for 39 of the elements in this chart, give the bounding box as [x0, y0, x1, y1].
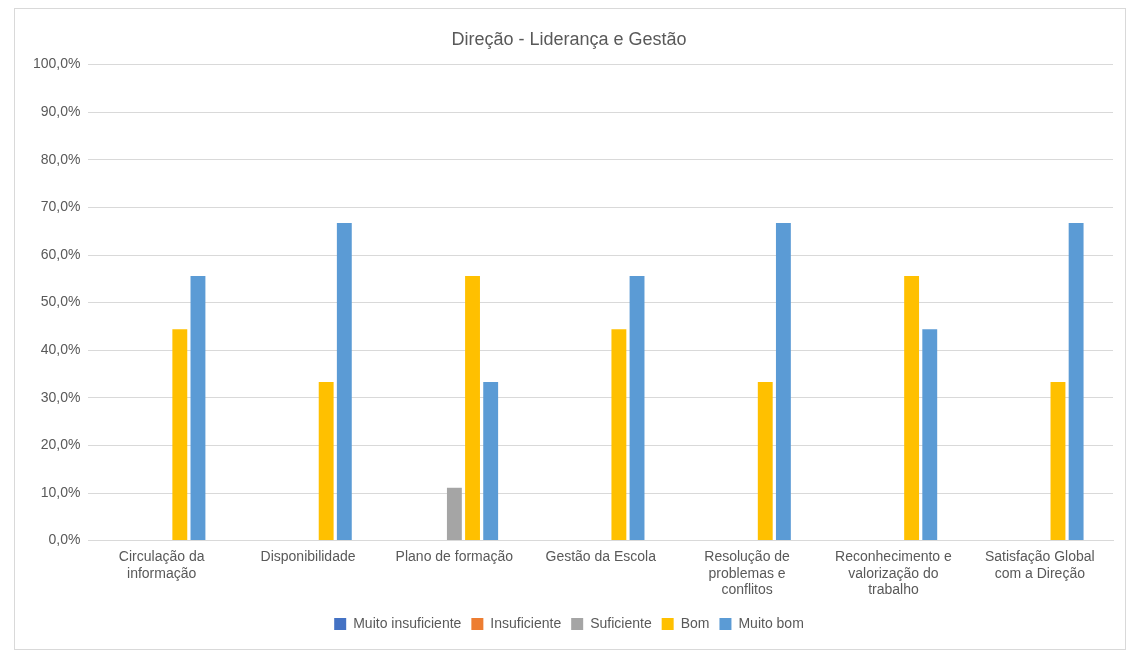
y-tick-label: 90,0%: [40, 103, 81, 120]
y-tick-label: 60,0%: [40, 245, 81, 262]
bar: [629, 275, 645, 541]
bar: [757, 382, 773, 541]
bar: [446, 487, 462, 541]
bar: [922, 329, 938, 541]
legend-label: Muito insuficiente: [353, 614, 462, 631]
legend-label: Insuficiente: [490, 614, 562, 631]
legend-label: Bom: [680, 614, 710, 631]
bar: [1050, 382, 1066, 541]
y-tick-label: 50,0%: [40, 293, 81, 310]
x-tick-label: Circulação da informação: [118, 547, 205, 581]
x-tick-label: Resolução de problemas e conflitos: [704, 547, 791, 598]
y-tick-label: 20,0%: [40, 436, 81, 453]
bar: [172, 329, 188, 541]
legend-label: Muito bom: [738, 614, 804, 631]
y-tick-label: 70,0%: [40, 198, 81, 215]
y-tick-label: 30,0%: [40, 388, 81, 405]
bar: [318, 382, 334, 541]
bar: [904, 275, 920, 541]
legend-label: Suficiente: [590, 614, 652, 631]
y-tick-label: 0,0%: [48, 531, 81, 548]
x-tick-label: Satisfação Global com a Direção: [984, 547, 1095, 581]
x-tick-label: Plano de formação: [395, 547, 514, 564]
y-tick-label: 80,0%: [40, 150, 81, 167]
bar: [465, 275, 480, 541]
bar: [336, 223, 352, 541]
y-tick-label: 10,0%: [40, 483, 81, 500]
chart-title: Direção - Liderança e Gestão: [451, 28, 687, 49]
y-tick-label: 100,0%: [33, 55, 81, 72]
x-tick-label: Disponibilidade: [260, 547, 356, 564]
bar: [190, 275, 206, 541]
x-tick-label: Gestão da Escola: [545, 547, 657, 564]
y-tick-label: 40,0%: [40, 341, 81, 358]
bar: [1068, 223, 1084, 541]
bar: [611, 329, 627, 541]
bar: [483, 382, 499, 541]
x-tick-label: Reconhecimento e valorização do trabalho: [835, 547, 953, 598]
bar: [775, 223, 791, 541]
